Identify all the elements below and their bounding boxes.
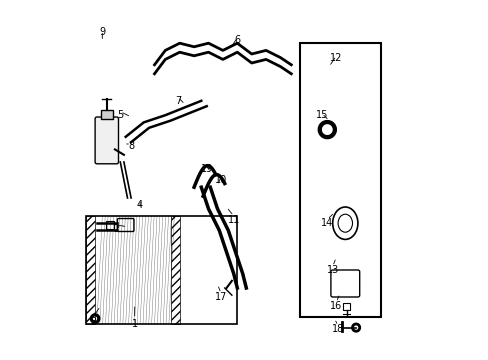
Text: 12: 12 xyxy=(329,53,342,63)
Text: 16: 16 xyxy=(329,301,342,311)
Text: 14: 14 xyxy=(321,218,333,228)
Text: 8: 8 xyxy=(128,141,134,151)
Bar xyxy=(86,216,95,324)
Bar xyxy=(170,216,180,324)
FancyBboxPatch shape xyxy=(95,117,118,164)
Text: 15: 15 xyxy=(315,110,327,120)
Text: 11: 11 xyxy=(227,215,239,225)
Bar xyxy=(86,216,237,324)
Bar xyxy=(343,303,349,310)
Text: 17: 17 xyxy=(214,292,227,302)
Text: 18: 18 xyxy=(331,324,344,334)
Text: 7: 7 xyxy=(174,96,181,106)
Text: 5: 5 xyxy=(117,110,123,120)
Bar xyxy=(300,43,381,317)
Text: 1: 1 xyxy=(131,319,138,329)
Text: 9: 9 xyxy=(99,27,105,37)
Text: 3: 3 xyxy=(90,317,96,327)
Bar xyxy=(101,110,113,119)
Text: 19: 19 xyxy=(200,164,212,174)
Text: 4: 4 xyxy=(137,200,143,210)
Text: 13: 13 xyxy=(326,265,338,275)
Text: 2: 2 xyxy=(113,224,120,234)
Text: 10: 10 xyxy=(215,175,227,185)
Text: 6: 6 xyxy=(234,35,240,45)
Bar xyxy=(106,221,114,229)
